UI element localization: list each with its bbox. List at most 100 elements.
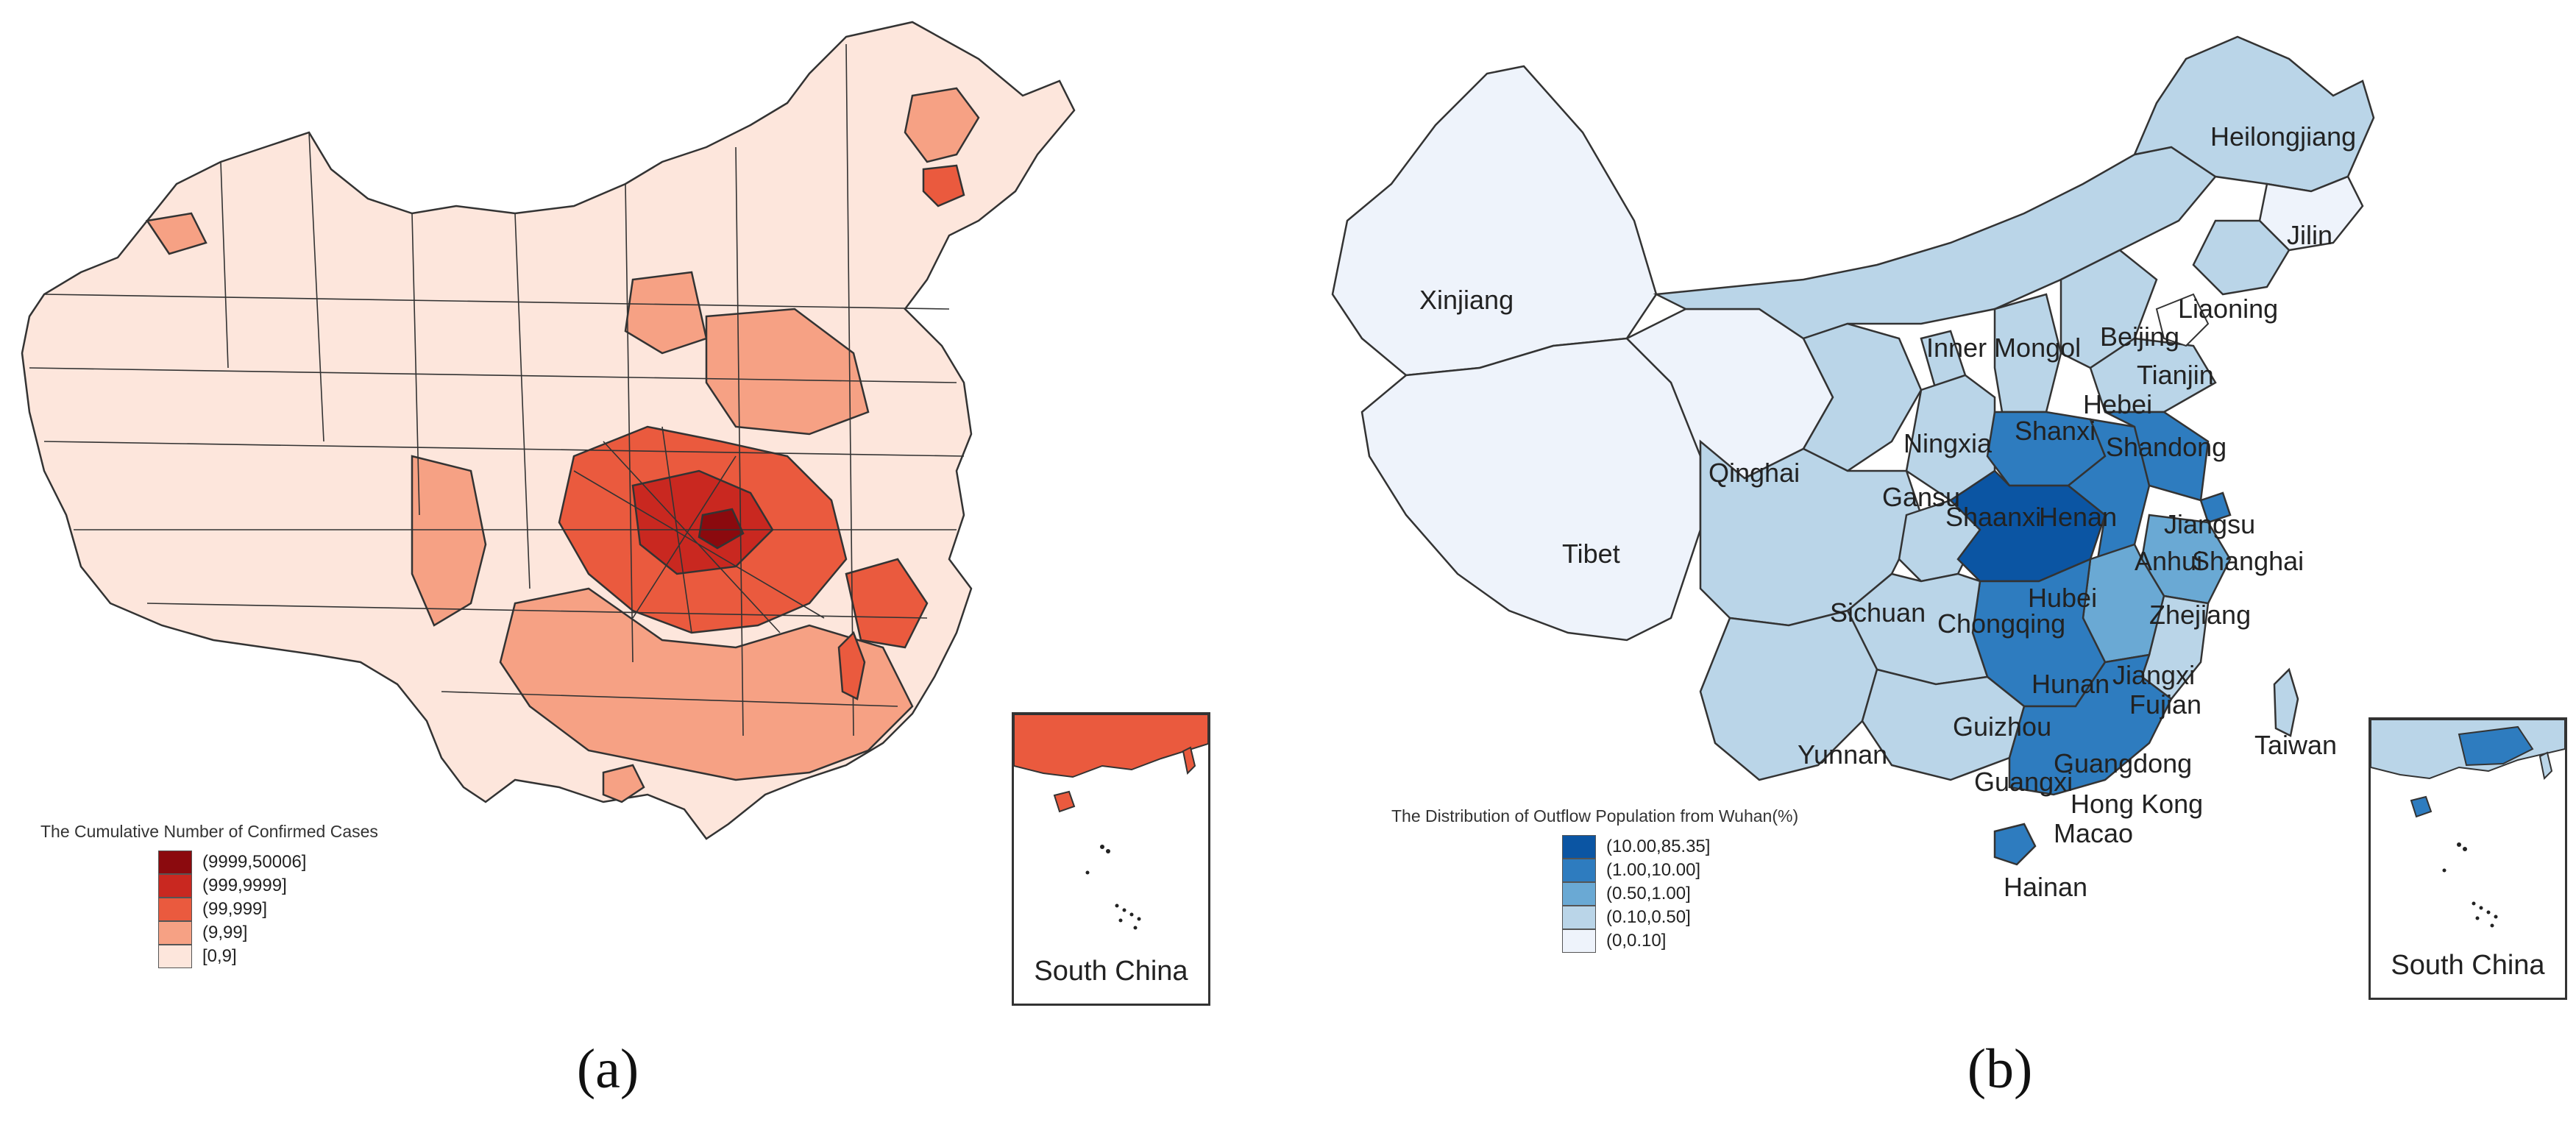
label-hunan: Hunan [2032,669,2110,699]
label-henan: Henan [2039,502,2117,532]
label-ningxia: Ningxia [1903,428,1993,458]
label-gansu: Gansu [1882,482,1960,512]
label-xinjiang: Xinjiang [1419,285,1514,315]
legend-items-a: (9999,50006] (999,9999] (99,999] (9,99] [0,9… [158,851,378,968]
label-guangxi: Guangxi [1974,767,2073,797]
harbin-region-a [922,164,965,207]
label-guizhou: Guizhou [1953,711,2051,742]
northeast-region-a [904,87,980,163]
province-hainan [1993,823,2037,866]
caption-b: (b) [1967,1038,2033,1100]
label-jiangxi: Jiangxi [2112,660,2195,690]
hainan-island-a [602,764,645,803]
a-legend-label: [0,9] [202,946,237,966]
inset-islands-b [2442,842,2498,928]
panel-b-outflow-population-map: Heilongjiang Jilin Liaoning Xinjiang Inn… [1288,0,2576,1122]
b-legend-label: (0.10,0.50] [1606,907,1691,927]
inset-hainan-b [2410,795,2433,818]
province-labels: Heilongjiang Jilin Liaoning Xinjiang Inn… [1419,121,2356,902]
label-tianjin: Tianjin [2137,360,2214,390]
province-guangdong [2008,653,2173,796]
a-legend-row: (9,99] [158,921,378,945]
province-taiwan [2273,667,2299,737]
a-legend-label: (999,9999] [202,876,287,895]
south-china-inset-b: South China [2369,717,2567,1000]
north-region-a [624,271,708,355]
label-heilongjiang: Heilongjiang [2210,121,2356,152]
province-xinjiang [1331,65,1658,377]
inset-label-a: South China [1034,956,1188,987]
a-legend-label: (99,999] [202,899,268,919]
a-legend-swatch [158,851,192,874]
inset-taiwan-a [1182,746,1196,775]
inset-guangdong-b [2458,725,2534,767]
b-legend-row: (0,0.10] [1562,929,1798,953]
b-legend-swatch [1562,835,1596,859]
label-jiangsu: Jiangsu [2164,509,2255,539]
b-legend-label: (0.50,1.00] [1606,884,1691,903]
a-legend-swatch [158,921,192,945]
inset-islands-a [1085,845,1141,930]
label-macao: Macao [2054,818,2133,848]
legend-title-a: The Cumulative Number of Confirmed Cases [40,822,378,841]
label-guangdong: Guangdong [2054,748,2192,778]
label-yunnan: Yunnan [1798,739,1887,770]
b-legend-label: (1.00,10.00] [1606,860,1701,880]
b-legend-swatch [1562,906,1596,929]
legend-a: The Cumulative Number of Confirmed Cases… [40,822,378,968]
province-heilongjiang [2132,35,2375,193]
label-hainan: Hainan [2004,872,2087,902]
panel-a-confirmed-cases-map: The Cumulative Number of Confirmed Cases… [21,21,1210,1100]
a-legend-swatch [158,874,192,898]
label-qinghai: Qinghai [1709,458,1800,488]
label-sichuan: Sichuan [1830,597,1926,628]
label-shandong: Shandong [2106,432,2226,462]
confirmed-cases-map [21,21,1076,840]
label-shanxi: Shanxi [2015,416,2096,446]
a-legend-swatch [158,945,192,968]
b-legend-row: (1.00,10.00] [1562,859,1798,882]
a-legend-row: [0,9] [158,945,378,968]
label-hebei: Hebei [2083,389,2152,419]
label-hubei: Hubei [2028,583,2097,613]
inset-taiwan-b [2538,751,2553,781]
province-yunnan [1699,609,1878,781]
label-hong-kong: Hong Kong [2071,789,2203,819]
inset-label-b: South China [2391,950,2545,981]
province-gansu [1802,322,1923,472]
east-region-a [705,308,870,436]
legend-b: The Distribution of Outflow Population f… [1391,806,1798,953]
b-legend-label: (0,0.10] [1606,931,1667,951]
province-tibet [1360,337,1702,642]
b-legend-swatch [1562,859,1596,882]
a-legend-row: (99,999] [158,898,378,921]
label-zhejiang: Zhejiang [2149,600,2251,630]
label-liaoning: Liaoning [2178,294,2278,324]
b-legend-swatch [1562,929,1596,953]
label-fujian: Fujian [2129,689,2201,720]
label-taiwan: Taiwan [2254,730,2337,760]
label-anhui: Anhui [2135,546,2202,576]
inset-map-b [2371,720,2565,928]
outflow-population-map: Heilongjiang Jilin Liaoning Xinjiang Inn… [1331,35,2375,902]
xinjiang-region-a [145,212,207,255]
bohai-sea [2155,293,2210,347]
inset-map-a [1014,714,1208,930]
b-legend-label: (10.00,85.35] [1606,837,1711,856]
label-tibet: Tibet [1562,539,1620,569]
b-legend-swatch [1562,882,1596,906]
b-legend-row: (0.10,0.50] [1562,906,1798,929]
wuhan-region-a [698,508,745,550]
taiwan-island-a [837,631,866,700]
a-legend-label: (9999,50006] [202,852,307,872]
label-inner-mongolia: Inner Mongol [1926,333,2081,363]
a-legend-swatch [158,898,192,921]
sichuan-region-a [411,455,487,627]
label-shaanxi: Shaanxi [1945,502,2041,532]
southeast-region-a [499,587,914,781]
label-jilin: Jilin [2287,220,2332,250]
inset-mainland-a [1014,714,1208,778]
label-beijing: Beijing [2100,322,2179,352]
b-legend-row: (0.50,1.00] [1562,882,1798,906]
a-legend-row: (9999,50006] [158,851,378,874]
